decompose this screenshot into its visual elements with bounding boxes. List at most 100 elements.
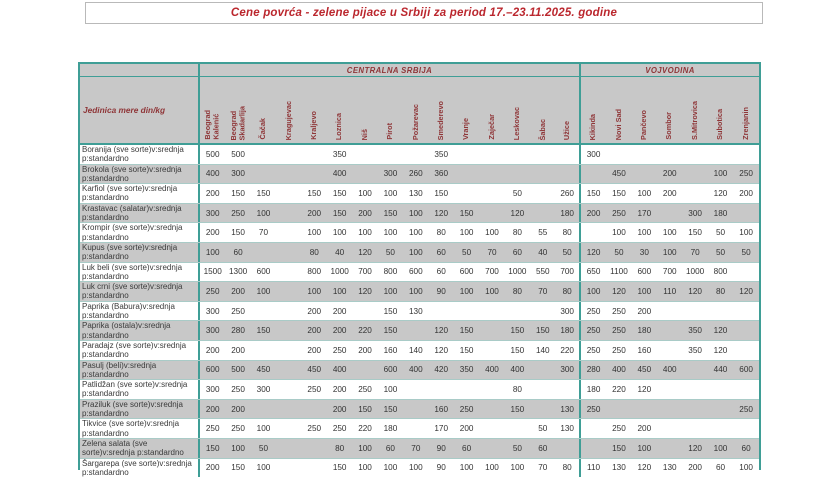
price-cell: 220 bbox=[352, 419, 377, 438]
price-cell: 180 bbox=[555, 321, 580, 340]
price-cell: 350 bbox=[454, 361, 479, 380]
table-row: Paradajz (sve sorte)v:srednja p:standard… bbox=[80, 340, 759, 360]
price-cell: 700 bbox=[657, 263, 682, 282]
price-cell: 200 bbox=[327, 380, 352, 399]
price-cell: 120 bbox=[505, 204, 530, 223]
city-header: S.Mitrovica bbox=[682, 77, 707, 143]
price-cell: 100 bbox=[352, 184, 377, 203]
price-cell bbox=[479, 419, 504, 438]
price-cell bbox=[251, 400, 276, 419]
price-cell bbox=[682, 419, 707, 438]
row-label: Pasulj (beli)v:srednja p:standardno bbox=[80, 361, 200, 380]
row-label: Luk crni (sve sorte)v:srednja p:standard… bbox=[80, 282, 200, 301]
price-cell: 100 bbox=[632, 184, 657, 203]
price-cell bbox=[555, 145, 580, 164]
price-cell: 150 bbox=[606, 184, 631, 203]
city-header: Kikinda bbox=[581, 77, 606, 143]
price-cell bbox=[530, 165, 555, 184]
price-cell: 100 bbox=[403, 243, 428, 262]
table-row: Zelena salata (sve sorte)v:srednja p:sta… bbox=[80, 438, 759, 458]
price-cell: 100 bbox=[708, 439, 733, 458]
price-cell: 150 bbox=[505, 321, 530, 340]
price-cell bbox=[276, 361, 301, 380]
price-cell: 200 bbox=[581, 204, 606, 223]
city-header-label: Novi Sad bbox=[615, 109, 624, 140]
price-cell: 140 bbox=[530, 341, 555, 360]
city-header-label: Požarevac bbox=[412, 104, 421, 140]
price-cell: 700 bbox=[352, 263, 377, 282]
price-cell: 55 bbox=[530, 223, 555, 242]
price-cell: 150 bbox=[454, 321, 479, 340]
price-cell: 100 bbox=[302, 282, 327, 301]
price-cell: 100 bbox=[479, 282, 504, 301]
price-cell: 300 bbox=[555, 361, 580, 380]
city-header-label: Kikinda bbox=[589, 114, 598, 140]
price-cell: 90 bbox=[429, 459, 454, 477]
price-cell: 250 bbox=[581, 321, 606, 340]
price-cell: 250 bbox=[606, 321, 631, 340]
price-cell: 250 bbox=[200, 419, 225, 438]
price-cell bbox=[682, 400, 707, 419]
price-cell: 220 bbox=[352, 321, 377, 340]
price-cell: 300 bbox=[581, 145, 606, 164]
price-cell: 400 bbox=[403, 361, 428, 380]
price-cell: 120 bbox=[429, 204, 454, 223]
price-cell: 120 bbox=[708, 341, 733, 360]
price-cell: 500 bbox=[225, 145, 250, 164]
price-cell: 150 bbox=[352, 400, 377, 419]
city-header: Novi Sad bbox=[606, 77, 631, 143]
price-cell: 100 bbox=[251, 282, 276, 301]
price-cell: 300 bbox=[251, 380, 276, 399]
price-cell: 170 bbox=[632, 204, 657, 223]
price-cell: 1300 bbox=[225, 263, 250, 282]
price-cell: 100 bbox=[378, 459, 403, 477]
price-cell bbox=[276, 302, 301, 321]
price-cell: 250 bbox=[225, 380, 250, 399]
price-cell bbox=[276, 341, 301, 360]
price-cell: 280 bbox=[225, 321, 250, 340]
price-cell: 100 bbox=[657, 223, 682, 242]
price-cell: 440 bbox=[708, 361, 733, 380]
price-cell: 150 bbox=[225, 184, 250, 203]
price-cell: 70 bbox=[682, 243, 707, 262]
price-cell: 120 bbox=[429, 321, 454, 340]
price-cell bbox=[251, 165, 276, 184]
price-cell: 100 bbox=[378, 223, 403, 242]
price-cell: 150 bbox=[327, 184, 352, 203]
city-header-label: Niš bbox=[361, 129, 370, 140]
price-cell: 60 bbox=[378, 439, 403, 458]
price-cell: 100 bbox=[632, 282, 657, 301]
price-cell bbox=[276, 184, 301, 203]
price-cell: 260 bbox=[403, 165, 428, 184]
price-cell: 120 bbox=[352, 243, 377, 262]
price-cell bbox=[733, 419, 759, 438]
price-cell bbox=[276, 321, 301, 340]
row-label: Krompir (sve sorte)v:srednja p:standardn… bbox=[80, 223, 200, 242]
price-cell bbox=[251, 302, 276, 321]
price-cell: 80 bbox=[505, 282, 530, 301]
price-cell: 180 bbox=[581, 380, 606, 399]
price-cell: 300 bbox=[200, 204, 225, 223]
price-cell: 150 bbox=[251, 184, 276, 203]
price-cell: 150 bbox=[378, 302, 403, 321]
price-cell: 100 bbox=[352, 223, 377, 242]
price-cell: 200 bbox=[225, 282, 250, 301]
price-cell: 1500 bbox=[200, 263, 225, 282]
price-cell: 400 bbox=[327, 361, 352, 380]
price-cell: 100 bbox=[606, 223, 631, 242]
city-header: Vranje bbox=[454, 77, 479, 143]
price-cell: 100 bbox=[302, 223, 327, 242]
group-header-centralna-srbija: CENTRALNA SRBIJA bbox=[200, 64, 581, 76]
price-cell: 200 bbox=[682, 459, 707, 477]
price-cell: 70 bbox=[530, 282, 555, 301]
price-cell: 200 bbox=[225, 341, 250, 360]
price-cell: 250 bbox=[581, 400, 606, 419]
price-cell: 200 bbox=[632, 419, 657, 438]
price-cell bbox=[657, 321, 682, 340]
city-header-label: Sombor bbox=[665, 112, 674, 140]
price-cell: 100 bbox=[327, 223, 352, 242]
price-cell: 60 bbox=[530, 439, 555, 458]
price-cell: 130 bbox=[403, 302, 428, 321]
price-cell: 180 bbox=[708, 204, 733, 223]
